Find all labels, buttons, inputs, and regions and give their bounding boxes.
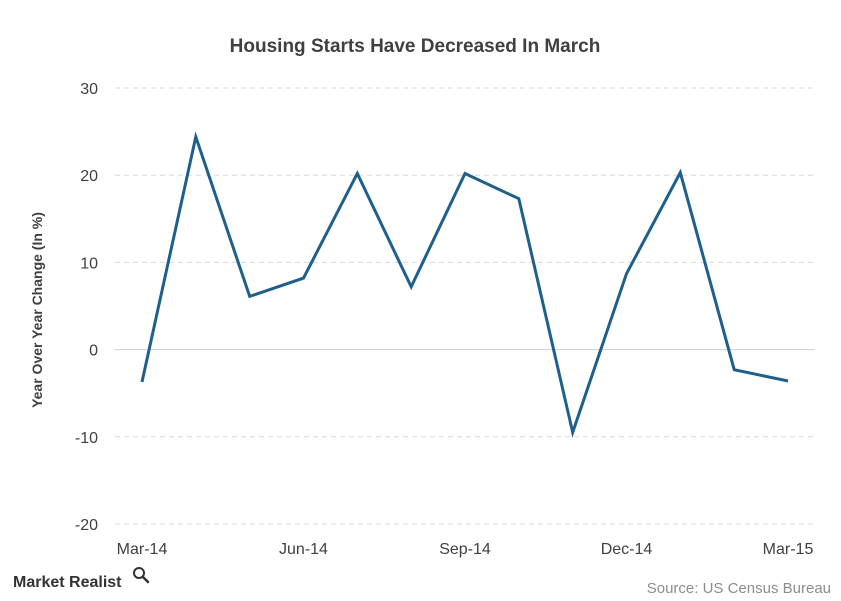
gridlines bbox=[115, 87, 815, 525]
source-note: Source: US Census Bureau bbox=[647, 580, 831, 597]
magnifier-icon bbox=[133, 567, 150, 584]
x-tick-label: Mar-14 bbox=[117, 541, 168, 558]
y-tick-label: 30 bbox=[80, 81, 98, 98]
x-tick-label: Dec-14 bbox=[601, 541, 653, 558]
x-tick-label: Sep-14 bbox=[439, 541, 491, 558]
x-tick-label: Jun-14 bbox=[279, 541, 328, 558]
y-tick-label: 10 bbox=[80, 255, 98, 272]
y-tick-labels: 30 20 10 0 -10 -20 bbox=[75, 81, 98, 534]
y-tick-label: 20 bbox=[80, 168, 98, 185]
y-tick-label: -10 bbox=[75, 430, 98, 447]
y-axis-label: Year Over Year Change (In %) bbox=[29, 212, 45, 408]
x-tick-labels: Mar-14 Jun-14 Sep-14 Dec-14 Mar-15 bbox=[117, 541, 814, 558]
logo: Market Realist bbox=[13, 567, 150, 591]
x-tick-label: Mar-15 bbox=[763, 541, 814, 558]
series-line-0 bbox=[140, 131, 789, 438]
chart-title: Housing Starts Have Decreased In March bbox=[230, 36, 601, 57]
y-tick-label: 0 bbox=[89, 343, 98, 360]
series-layer bbox=[140, 131, 789, 438]
logo-text: Market Realist bbox=[13, 574, 122, 591]
y-tick-label: -20 bbox=[75, 517, 98, 534]
